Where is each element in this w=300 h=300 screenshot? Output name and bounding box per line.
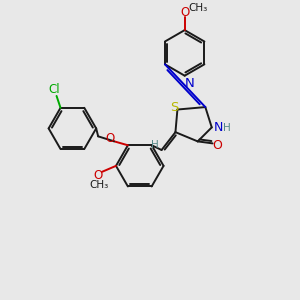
Text: O: O: [105, 132, 115, 145]
Text: H: H: [223, 123, 230, 134]
Text: N: N: [214, 121, 224, 134]
Text: O: O: [94, 169, 103, 182]
Text: O: O: [213, 139, 223, 152]
Text: S: S: [170, 101, 178, 114]
Text: CH₃: CH₃: [188, 3, 207, 13]
Text: CH₃: CH₃: [89, 180, 109, 190]
Text: Cl: Cl: [49, 82, 60, 95]
Text: H: H: [151, 140, 158, 150]
Text: N: N: [185, 77, 195, 90]
Text: O: O: [180, 6, 189, 19]
